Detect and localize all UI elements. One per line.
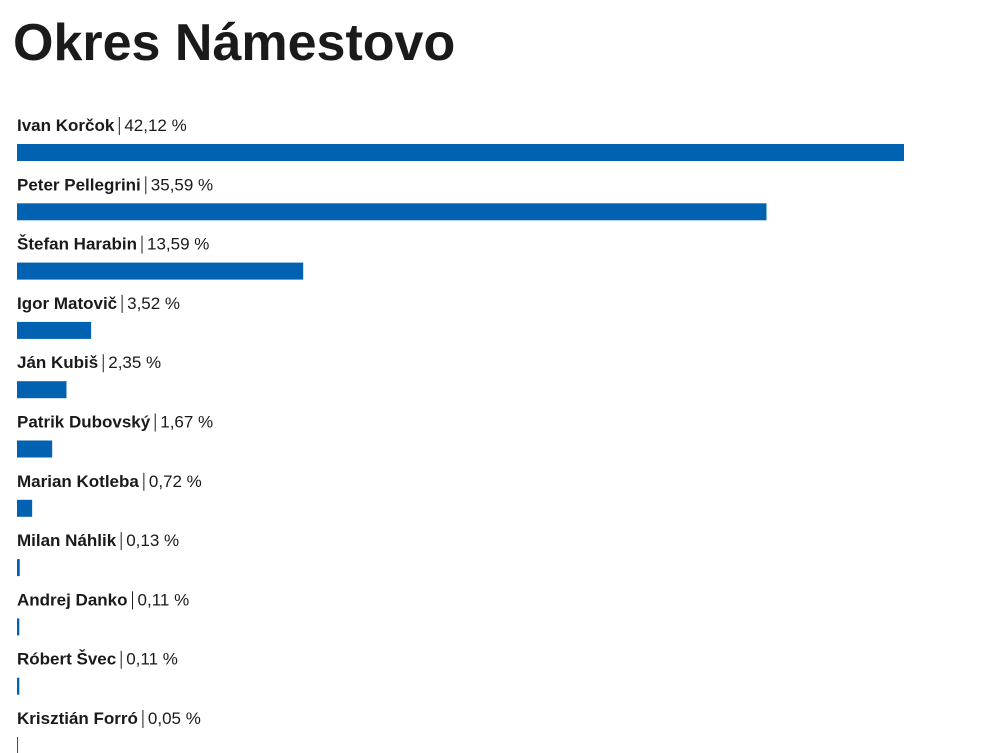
value-label: 3,52 % bbox=[127, 294, 180, 313]
value-label: 0,72 % bbox=[149, 472, 202, 491]
value-label: 2,35 % bbox=[108, 353, 161, 372]
candidate-name: Patrik Dubovský bbox=[17, 413, 151, 432]
candidate-name: Marian Kotleba bbox=[17, 472, 139, 491]
bar bbox=[17, 440, 53, 458]
value-label: 1,67 % bbox=[160, 413, 213, 432]
candidate-name: Peter Pellegrini bbox=[17, 175, 141, 194]
bar bbox=[17, 737, 19, 753]
candidate-name: Štefan Harabin bbox=[17, 235, 137, 254]
candidate-name: Ivan Korčok bbox=[17, 116, 115, 135]
bar bbox=[17, 559, 20, 577]
bar bbox=[17, 203, 767, 221]
bar bbox=[17, 262, 304, 280]
value-label: 0,13 % bbox=[126, 531, 179, 550]
candidate-name: Ján Kubiš bbox=[17, 353, 98, 372]
bar bbox=[17, 618, 20, 636]
value-label: 13,59 % bbox=[147, 235, 209, 254]
bar bbox=[17, 677, 20, 695]
bar bbox=[17, 381, 67, 399]
candidate-name: Igor Matovič bbox=[17, 294, 117, 313]
candidate-name: Róbert Švec bbox=[17, 650, 116, 669]
value-label: 0,11 % bbox=[138, 590, 190, 609]
candidate-name: Krisztián Forró bbox=[17, 709, 138, 728]
bar bbox=[17, 321, 92, 339]
candidate-name: Milan Náhlik bbox=[17, 531, 117, 550]
chart-title: Okres Námestovo bbox=[13, 14, 455, 72]
value-label: 42,12 % bbox=[124, 116, 186, 135]
bar bbox=[17, 499, 33, 517]
value-label: 0,05 % bbox=[148, 709, 201, 728]
bar bbox=[17, 144, 904, 161]
value-label: 35,59 % bbox=[151, 175, 213, 194]
value-label: 0,11 % bbox=[126, 650, 178, 669]
candidate-name: Andrej Danko bbox=[17, 590, 128, 609]
